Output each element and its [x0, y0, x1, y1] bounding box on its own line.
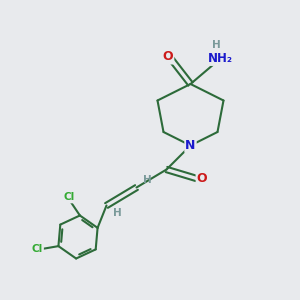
Text: H: H: [142, 175, 152, 185]
Text: H: H: [112, 208, 122, 218]
Text: N: N: [185, 139, 196, 152]
Text: NH₂: NH₂: [208, 52, 233, 65]
Text: H: H: [212, 40, 220, 50]
Text: O: O: [163, 50, 173, 64]
Text: Cl: Cl: [64, 193, 75, 202]
Text: O: O: [196, 172, 207, 185]
Text: Cl: Cl: [32, 244, 43, 254]
